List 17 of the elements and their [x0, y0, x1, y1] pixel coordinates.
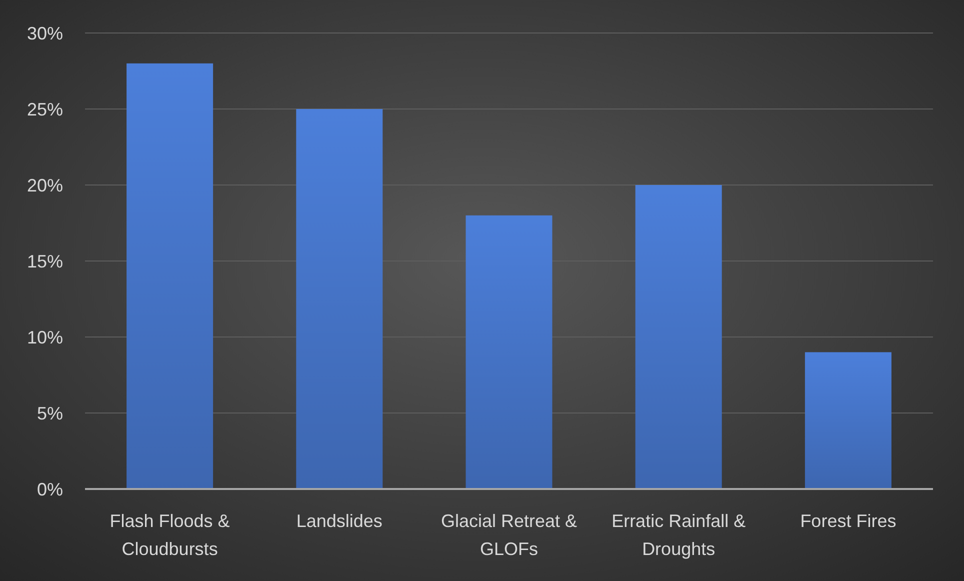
x-tick-label: Glacial Retreat & GLOFs	[440, 511, 578, 559]
x-tick-label: Forest Fires	[800, 511, 896, 531]
y-tick-label: 10%	[26, 327, 63, 348]
bar	[296, 109, 383, 489]
bar	[126, 63, 214, 489]
x-tick-label: Landslides	[296, 511, 382, 531]
y-tick-label: 5%	[36, 403, 63, 424]
x-tick-label: Flash Floods & Cloudbursts	[110, 511, 230, 559]
bar	[804, 352, 892, 489]
y-tick-label: 25%	[26, 99, 63, 120]
bar	[635, 185, 722, 489]
y-tick-label: 20%	[26, 175, 63, 196]
y-tick-label: 15%	[26, 251, 63, 272]
y-tick-label: 0%	[36, 479, 63, 500]
x-tick-label: Erratic Rainfall & Droughts	[612, 511, 746, 559]
y-tick-label: 30%	[26, 23, 63, 44]
bar	[466, 215, 552, 489]
